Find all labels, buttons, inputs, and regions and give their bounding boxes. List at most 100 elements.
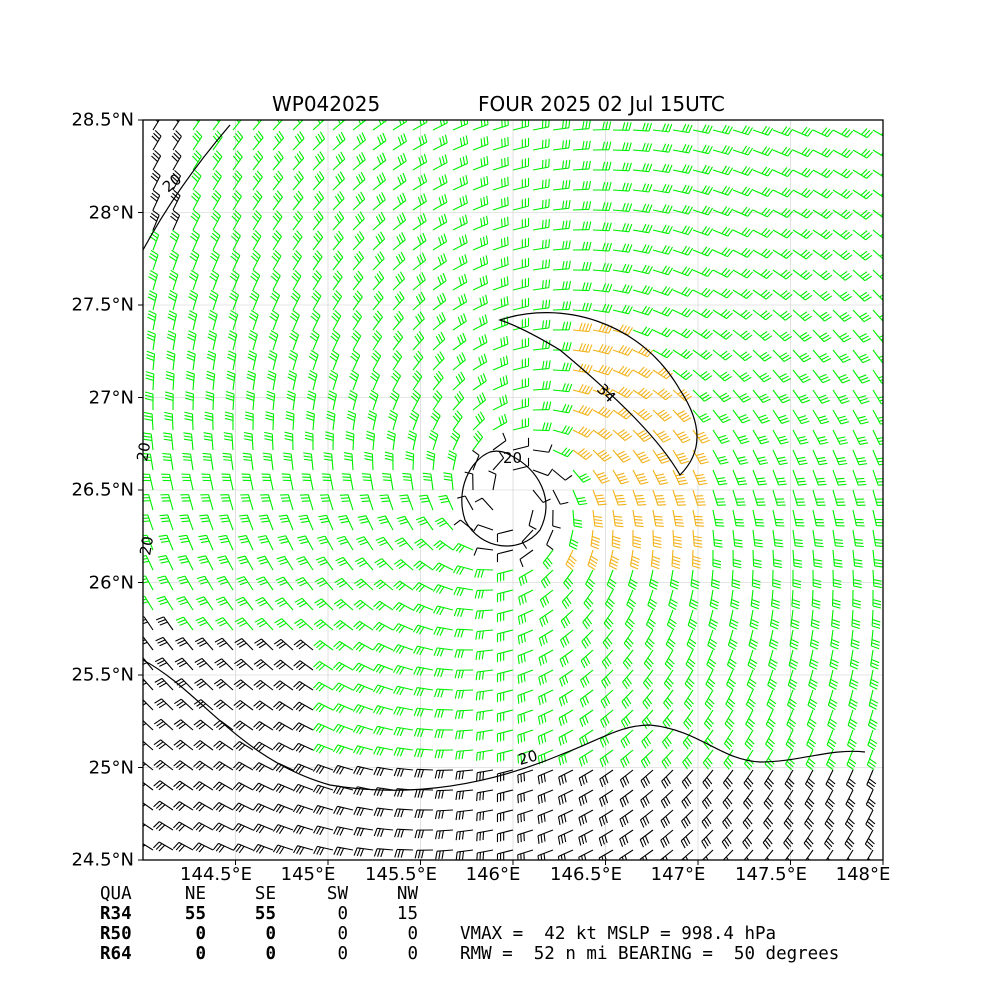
wind-barb bbox=[606, 569, 617, 591]
wind-barb bbox=[552, 240, 571, 251]
barb-feather bbox=[587, 386, 593, 395]
barb-feather bbox=[544, 559, 551, 567]
wind-barb bbox=[185, 391, 194, 411]
barb-feather bbox=[387, 430, 396, 435]
barb-feather bbox=[609, 578, 617, 585]
barb-feather bbox=[665, 184, 670, 193]
barb-feather bbox=[338, 210, 345, 219]
wind-barb bbox=[296, 556, 314, 571]
wind-barb bbox=[752, 125, 774, 136]
wind-barb bbox=[300, 494, 314, 511]
barb-feather bbox=[208, 296, 217, 302]
barb-feather bbox=[315, 135, 321, 144]
wind-barb bbox=[772, 187, 794, 198]
barb-feather bbox=[444, 174, 448, 183]
barb-feather bbox=[356, 136, 361, 145]
wind-barb bbox=[812, 369, 831, 384]
wind-barb bbox=[672, 307, 694, 318]
barb-feather bbox=[167, 330, 176, 335]
barb-feather bbox=[585, 181, 588, 190]
barb-feather bbox=[501, 178, 503, 188]
barb-feather bbox=[233, 229, 241, 237]
wind-barb bbox=[208, 310, 218, 331]
barb-feather bbox=[565, 160, 568, 169]
wind-barb bbox=[352, 231, 365, 251]
wind-barb bbox=[171, 130, 182, 151]
barb-feather bbox=[145, 371, 154, 375]
barb-feather bbox=[277, 150, 284, 159]
barb-feather bbox=[718, 413, 727, 419]
barb-feather bbox=[580, 475, 589, 481]
barb-feather bbox=[545, 199, 547, 208]
barb-feather bbox=[818, 439, 827, 442]
barb-feather bbox=[657, 504, 667, 506]
barb-feather bbox=[368, 395, 377, 402]
barb-feather bbox=[611, 555, 620, 561]
barb-feather bbox=[413, 389, 421, 397]
barb-feather bbox=[257, 150, 264, 158]
barb-feather bbox=[800, 441, 809, 445]
barb-feather bbox=[885, 235, 892, 240]
barb-feather bbox=[840, 355, 849, 361]
barb-feather bbox=[500, 218, 503, 228]
barb-feather bbox=[186, 353, 195, 358]
barb-feather bbox=[667, 246, 673, 255]
barb-feather bbox=[191, 175, 199, 183]
barb-feather bbox=[721, 206, 728, 214]
barb-feather bbox=[271, 309, 280, 316]
wind-barb bbox=[191, 189, 202, 211]
wind-barb bbox=[245, 411, 254, 431]
barb-feather bbox=[190, 252, 199, 259]
wind-barb bbox=[472, 255, 489, 271]
barb-feather bbox=[256, 120, 260, 124]
barb-feather bbox=[292, 292, 300, 299]
barb-feather bbox=[846, 171, 853, 179]
wind-barb bbox=[852, 249, 873, 261]
barb-feather bbox=[641, 434, 650, 440]
barb-feather bbox=[223, 459, 232, 462]
barb-feather bbox=[616, 472, 625, 477]
barb-feather bbox=[203, 459, 212, 462]
barb-feather bbox=[548, 279, 551, 288]
wind-barb bbox=[258, 514, 274, 531]
wind-barb bbox=[474, 497, 494, 511]
wind-barb bbox=[474, 568, 494, 578]
barb-feather bbox=[569, 541, 578, 547]
barb-feather bbox=[778, 483, 787, 486]
barb-feather bbox=[721, 394, 730, 400]
barb-feather bbox=[707, 166, 713, 175]
barb-feather bbox=[641, 326, 648, 334]
wind-barb bbox=[732, 449, 749, 465]
wind-barb bbox=[732, 489, 746, 506]
wind-barb bbox=[349, 369, 360, 391]
barb-feather bbox=[460, 314, 465, 324]
barb-feather bbox=[684, 205, 690, 214]
barb-feather bbox=[506, 236, 509, 245]
barb-feather bbox=[884, 297, 891, 301]
barb-feather bbox=[231, 289, 239, 296]
wind-barb bbox=[472, 215, 489, 231]
barb-feather bbox=[839, 312, 848, 318]
barb-feather bbox=[678, 433, 687, 439]
wind-barb bbox=[422, 472, 434, 491]
barb-feather bbox=[143, 534, 148, 537]
barb-feather bbox=[442, 272, 447, 282]
barb-feather bbox=[351, 352, 359, 359]
barb-feather bbox=[373, 295, 380, 303]
wind-barb bbox=[692, 509, 705, 527]
barb-feather bbox=[674, 515, 683, 518]
wind-barb bbox=[772, 207, 794, 218]
barb-feather bbox=[767, 169, 774, 177]
barb-feather bbox=[333, 235, 340, 243]
wind-barb bbox=[392, 232, 406, 251]
barb-feather bbox=[568, 179, 571, 189]
wind-barb bbox=[374, 558, 394, 571]
barb-feather bbox=[638, 478, 648, 482]
wind-barb bbox=[372, 211, 386, 231]
barb-feather bbox=[738, 414, 747, 419]
wind-barb bbox=[230, 249, 241, 271]
barb-feather bbox=[198, 578, 207, 582]
barb-feather bbox=[249, 330, 258, 336]
barb-feather bbox=[359, 541, 368, 546]
barb-feather bbox=[297, 120, 301, 124]
